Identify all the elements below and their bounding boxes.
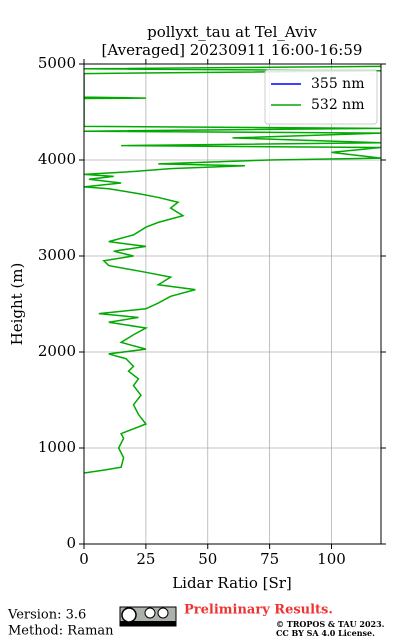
chart-subtitle: [Averaged] 20230911 16:00-16:59 <box>102 41 363 59</box>
method: Method: Raman <box>8 624 114 639</box>
plot-area <box>83 63 381 545</box>
copyright: © TROPOS & TAU 2023. <box>276 619 385 629</box>
y-tick-label: 2000 <box>38 342 76 360</box>
preliminary-note: Preliminary Results. <box>184 603 333 618</box>
y-axis-label: Height (m) <box>8 263 26 346</box>
y-tick-label: 3000 <box>38 246 76 264</box>
cc-logo <box>119 606 177 627</box>
data-line <box>84 65 381 474</box>
y-tick-label: 0 <box>66 534 76 552</box>
x-axis-label: Lidar Ratio [Sr] <box>172 574 292 592</box>
license: CC BY SA 4.0 License. <box>276 628 375 638</box>
version: Version: 3.6 <box>7 608 86 623</box>
chart-title: pollyxt_tau at Tel_Aviv <box>147 23 317 41</box>
x-tick-label: 75 <box>260 550 279 568</box>
plot-frame <box>83 63 382 545</box>
legend-label: 532 nm <box>311 97 364 113</box>
x-tick-label: 25 <box>136 550 155 568</box>
x-tick-label: 0 <box>79 550 89 568</box>
y-tick-label: 4000 <box>38 150 76 168</box>
y-tick-label: 1000 <box>38 438 76 456</box>
legend-label: 355 nm <box>311 76 364 92</box>
y-tick-label: 5000 <box>38 54 76 72</box>
x-tick-label: 50 <box>198 550 217 568</box>
x-tick-label: 100 <box>317 550 346 568</box>
